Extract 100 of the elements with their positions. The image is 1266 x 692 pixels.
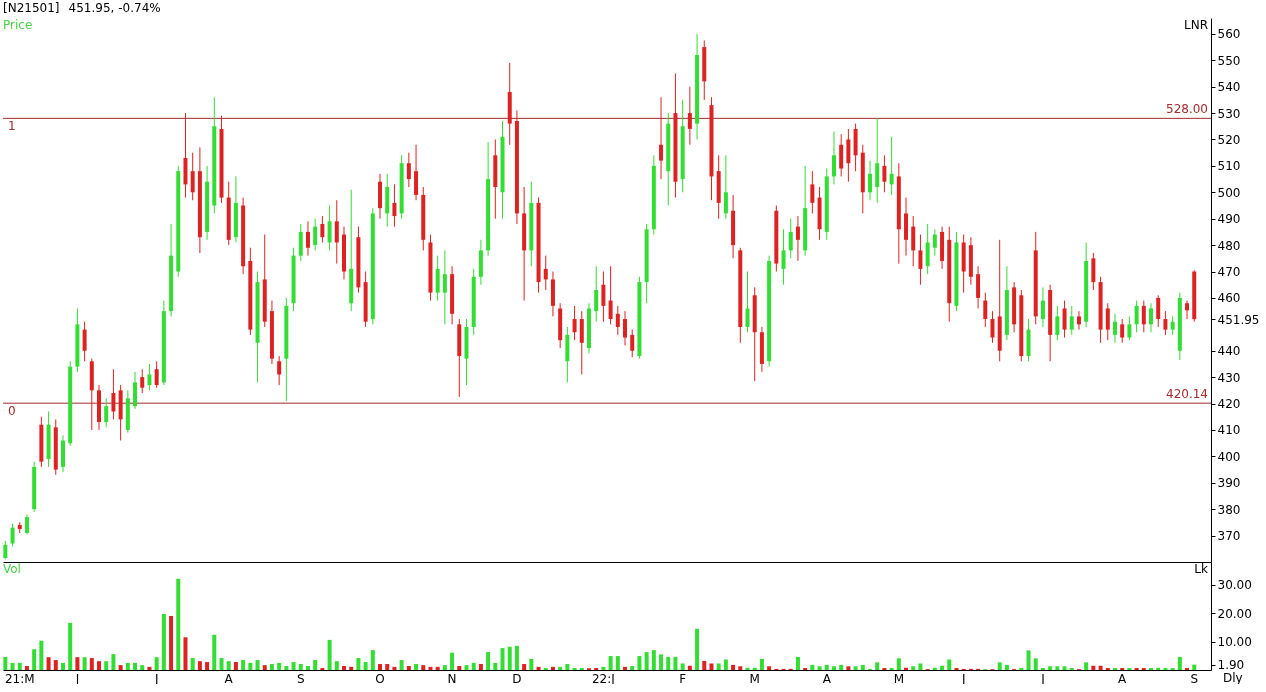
bar — [140, 665, 145, 670]
bar — [125, 662, 130, 670]
chart-title: [N21501] — [3, 1, 60, 15]
bar — [53, 660, 58, 670]
bar — [860, 664, 865, 670]
candlestick — [320, 215, 325, 243]
bar — [522, 664, 527, 670]
candlestick — [990, 310, 995, 344]
candlestick — [911, 215, 916, 267]
candlestick — [82, 321, 87, 362]
bar — [46, 657, 51, 670]
candlestick — [1163, 310, 1168, 336]
bar — [176, 578, 181, 670]
candlestick — [795, 215, 800, 262]
bar — [940, 665, 945, 670]
bar — [1098, 665, 1103, 670]
bar — [1033, 658, 1038, 670]
bar — [24, 666, 29, 670]
bar — [839, 664, 844, 670]
bar — [334, 661, 339, 670]
candlestick — [1062, 300, 1067, 339]
bar — [111, 654, 116, 670]
y-tick-label: 550 — [1217, 53, 1241, 68]
candlestick — [831, 131, 836, 185]
x-tick-label: O — [375, 671, 385, 686]
x-tick-label: 21:M — [4, 671, 35, 686]
bar — [60, 662, 65, 670]
bar — [349, 666, 354, 670]
bar — [154, 657, 159, 670]
candlestick — [1055, 305, 1060, 341]
bar — [615, 656, 620, 670]
bar — [1026, 650, 1031, 670]
bar — [241, 660, 246, 670]
y-tick-label: 390 — [1217, 476, 1241, 491]
candlestick — [976, 265, 981, 309]
bar — [687, 665, 692, 670]
bar — [399, 660, 404, 670]
bar — [428, 666, 433, 670]
candlestick — [10, 523, 15, 547]
bar — [659, 654, 664, 670]
candlestick — [334, 199, 339, 265]
candlestick — [3, 540, 8, 560]
candlestick — [442, 249, 447, 325]
bar — [723, 659, 728, 670]
candlestick — [24, 513, 29, 535]
bar — [486, 652, 491, 670]
bar — [32, 649, 37, 670]
bar — [651, 650, 656, 670]
x-tick-label: J — [153, 671, 159, 686]
candlestick — [543, 255, 548, 291]
bar — [767, 666, 772, 670]
ref-line-label: 528.00 — [1166, 102, 1208, 117]
x-tick-label: A — [822, 671, 832, 686]
bar — [824, 664, 829, 670]
bar — [104, 661, 109, 670]
bar — [731, 664, 736, 670]
candlestick — [889, 136, 894, 196]
candlestick — [918, 234, 923, 286]
bar — [392, 666, 397, 670]
bar — [875, 662, 880, 670]
candlestick — [615, 305, 620, 336]
candlestick — [882, 154, 887, 193]
bar — [680, 663, 685, 670]
bar — [277, 662, 282, 670]
bar — [161, 614, 166, 670]
y-tick-label: 420 — [1217, 397, 1241, 412]
bar — [709, 663, 714, 670]
candlestick — [1120, 318, 1125, 344]
bar — [406, 666, 411, 670]
bar — [262, 665, 267, 670]
bar — [471, 662, 476, 670]
candlestick — [190, 152, 195, 201]
y-tick-label: 530 — [1217, 106, 1241, 121]
bar — [450, 652, 455, 670]
bar — [1062, 666, 1067, 670]
bar — [478, 664, 483, 670]
bar — [291, 662, 296, 670]
y-tick-label: 30.00 — [1217, 578, 1252, 593]
bar — [1084, 662, 1089, 670]
candlestick — [392, 183, 397, 228]
candlestick — [810, 170, 815, 214]
bar — [608, 656, 613, 670]
y-tick-label: 10.00 — [1217, 635, 1252, 650]
y-tick-label: 451.95 — [1217, 312, 1260, 327]
y-tick-label: 510 — [1217, 159, 1241, 174]
y-tick-label: 520 — [1217, 132, 1241, 147]
y-tick-label: 1.90 — [1217, 658, 1245, 673]
bar — [197, 661, 202, 670]
bar — [226, 661, 231, 670]
candlestick — [868, 160, 872, 201]
bar — [442, 665, 447, 670]
bar — [327, 639, 332, 670]
annotation: Price — [3, 18, 33, 32]
bar — [269, 664, 274, 670]
y-tick-label: 20.00 — [1217, 606, 1252, 621]
bar — [75, 657, 80, 670]
bar — [666, 656, 671, 670]
y-tick-label: 410 — [1217, 423, 1241, 438]
x-tick-label: S — [296, 671, 305, 686]
bar — [97, 661, 102, 670]
